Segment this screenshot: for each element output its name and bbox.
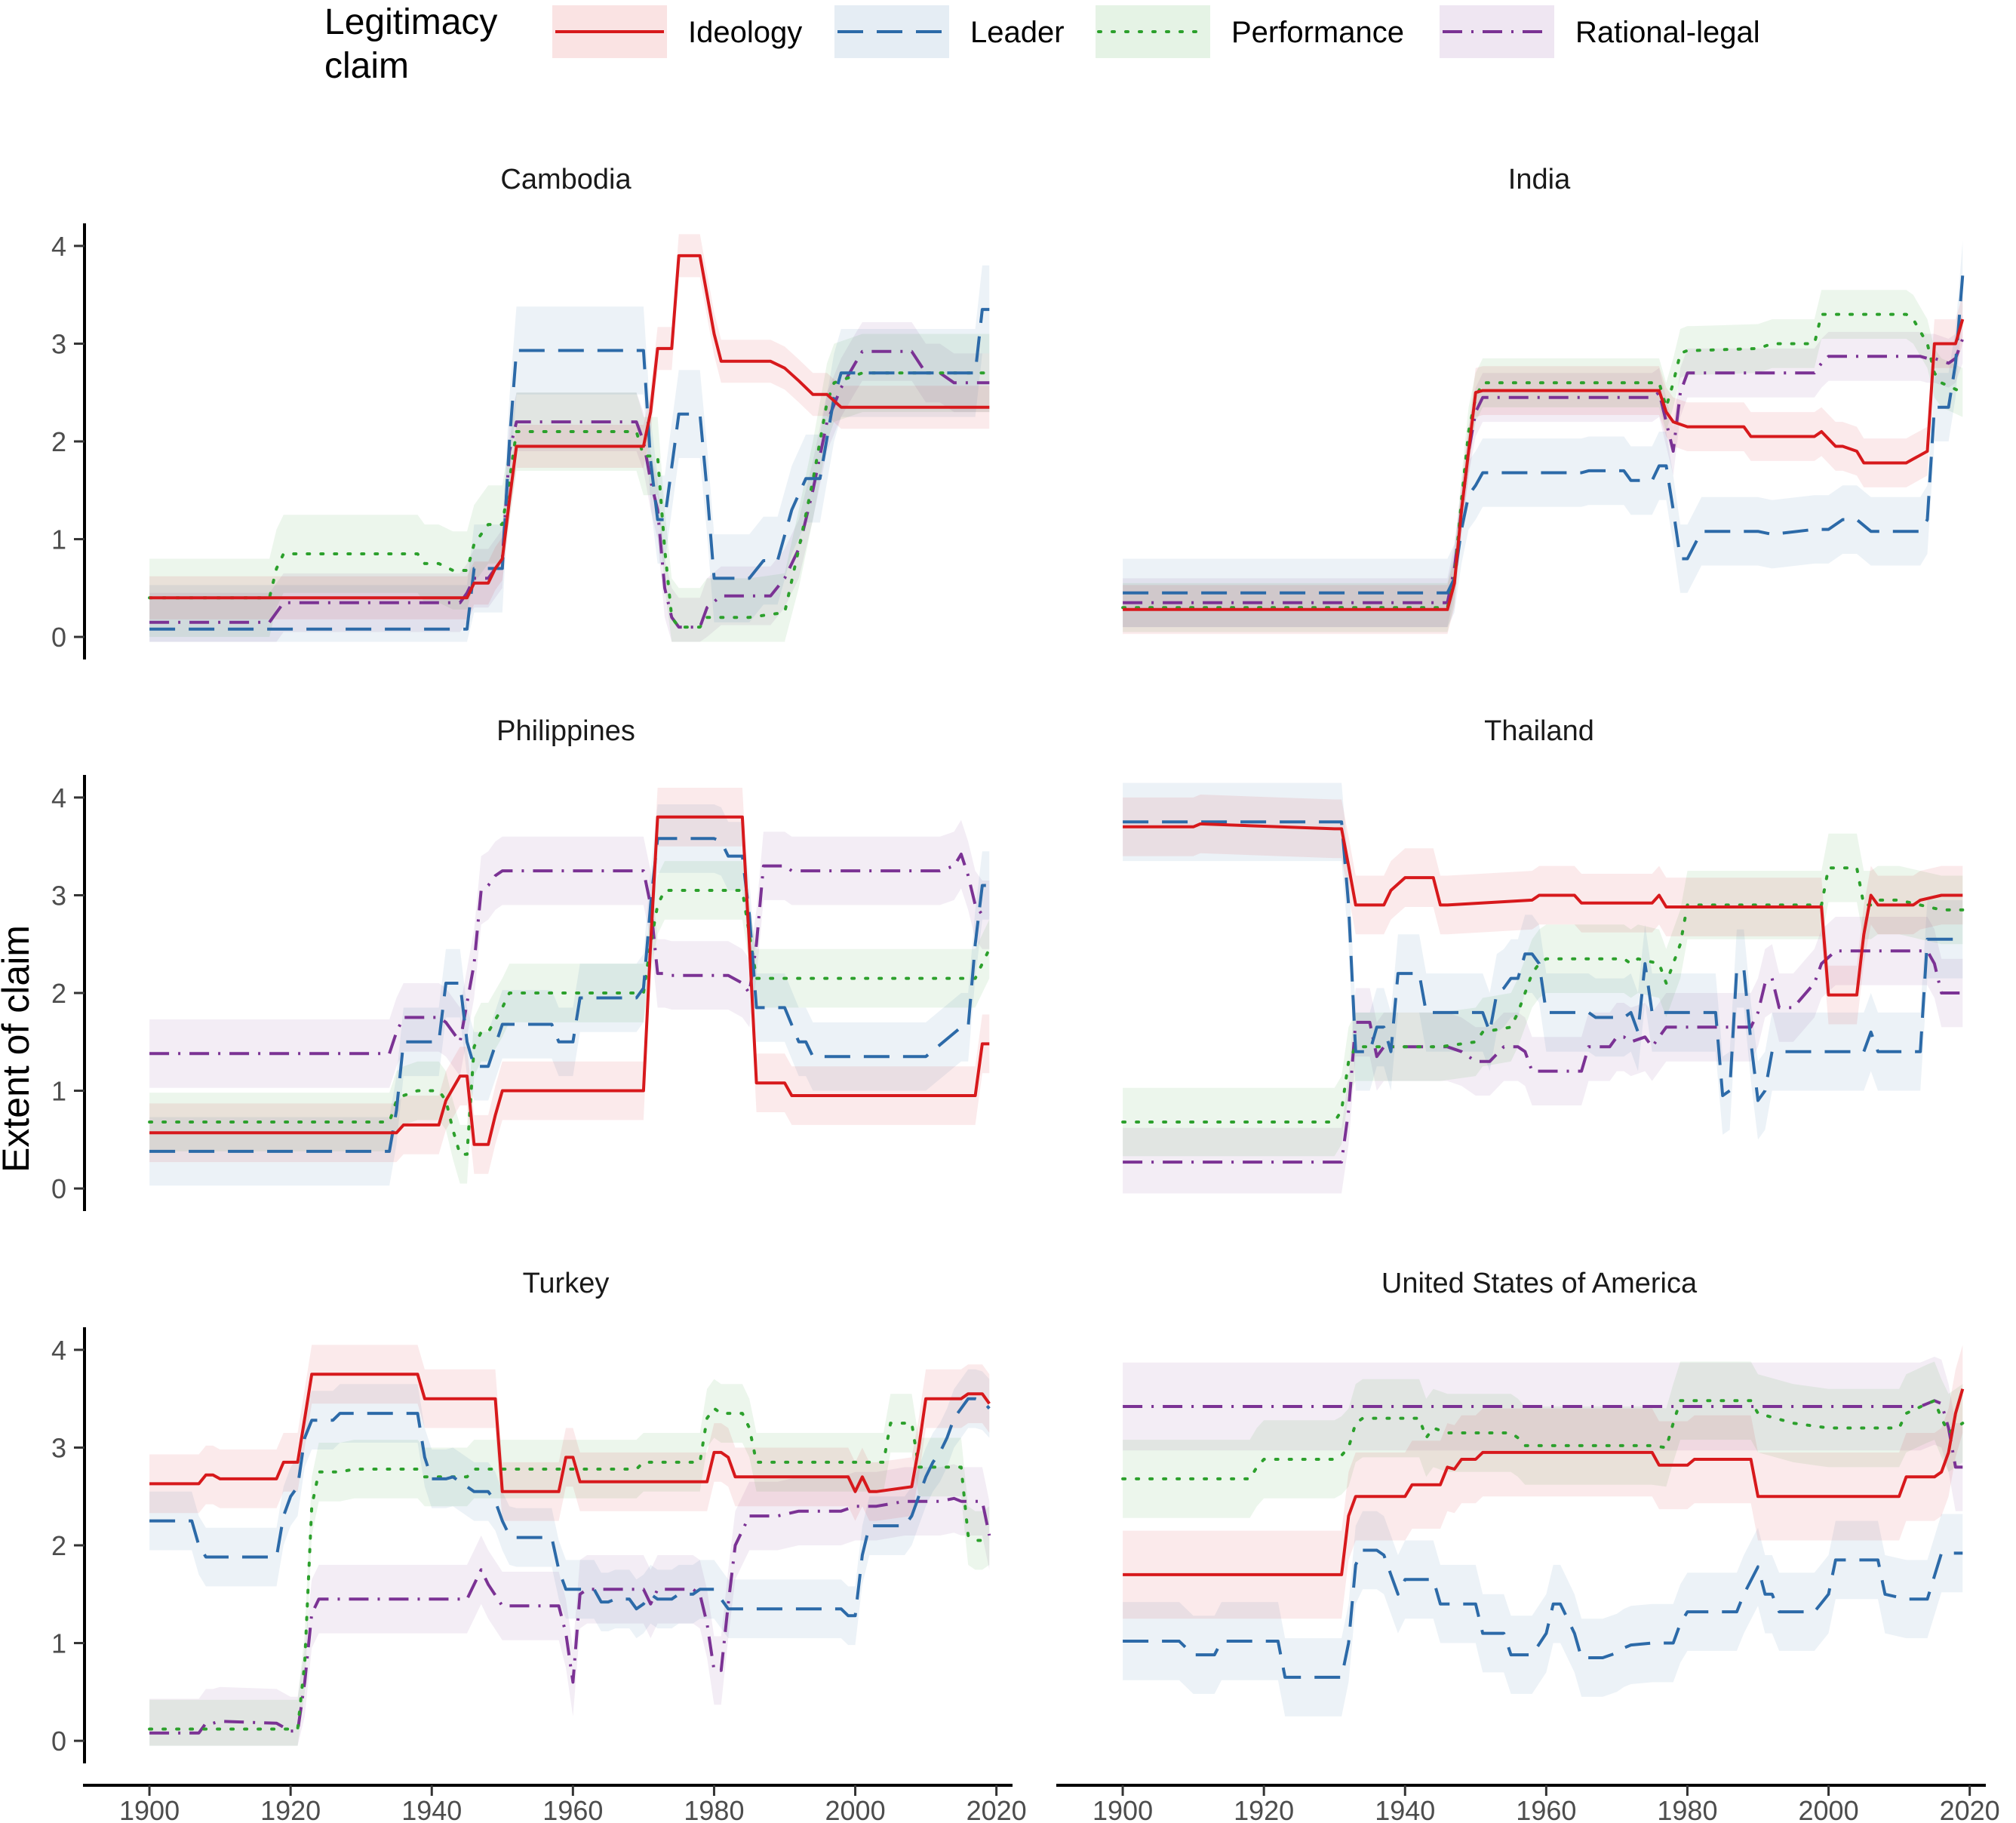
- band-leader: [149, 1369, 990, 1646]
- y-tick-label: 4: [51, 231, 66, 262]
- y-tick-label: 1: [51, 524, 66, 555]
- x-tick-label: 1920: [1234, 1795, 1294, 1823]
- series-line-leader: [149, 1397, 991, 1618]
- series-line-leader: [1123, 1548, 1963, 1679]
- band-ideology: [1123, 294, 1963, 635]
- series-line-ideology: [1123, 1388, 1965, 1576]
- x-tick-label: 1940: [1375, 1795, 1435, 1823]
- band-rational: [149, 322, 990, 642]
- series-line-ideology: [1123, 318, 1965, 611]
- y-axis: 0 1 2 3 4: [51, 1327, 86, 1763]
- x-tick-label: 1940: [401, 1795, 462, 1823]
- panel-title: Thailand: [1484, 715, 1594, 747]
- band-ideology: [1123, 1345, 1963, 1619]
- x-axis: 1900 1920 1940 1960 1980 2000 2020: [1056, 1784, 2000, 1823]
- x-tick-label: 1980: [1657, 1795, 1717, 1823]
- y-tick-label: 3: [51, 880, 66, 911]
- y-axis-title: Extent of claim: [0, 925, 37, 1173]
- legend-label: Performance: [1231, 16, 1404, 49]
- panel-title: Turkey: [523, 1268, 610, 1299]
- x-tick-label: 2000: [825, 1795, 886, 1823]
- x-tick-label: 1900: [1093, 1795, 1153, 1823]
- legend-item-ideology: Ideology: [552, 5, 802, 58]
- x-tick-label: 2020: [1940, 1795, 2000, 1823]
- legend-label: Rational-legal: [1575, 16, 1760, 49]
- band-ideology: [149, 234, 990, 619]
- band-rational: [1123, 314, 1963, 628]
- series-line-rational: [149, 349, 990, 629]
- legend-item-performance: Performance: [1096, 5, 1404, 58]
- series-line-leader: [1123, 275, 1965, 595]
- band-rational: [1123, 1357, 1963, 1511]
- panel-india: India: [1121, 164, 1965, 635]
- panel-cambodia: Cambodia 0 1 2 3 4: [51, 164, 991, 659]
- legend-item-rational: Rational-legal: [1440, 5, 1760, 58]
- x-tick-label: 1980: [684, 1795, 744, 1823]
- series-line-ideology: [149, 1373, 991, 1493]
- x-tick-label: 2020: [967, 1795, 1027, 1823]
- band-performance: [149, 334, 990, 642]
- series-line-leader: [149, 308, 990, 631]
- band-ideology: [149, 788, 990, 1174]
- legend-item-leader: Leader: [834, 5, 1065, 58]
- y-tick-label: 1: [51, 1076, 66, 1107]
- band-performance: [1123, 290, 1963, 632]
- band-leader: [149, 265, 990, 642]
- x-tick-label: 2000: [1799, 1795, 1859, 1823]
- x-tick-label: 1920: [260, 1795, 321, 1823]
- y-tick-label: 0: [51, 1173, 66, 1204]
- series-line-performance: [1121, 1399, 1965, 1480]
- y-tick-label: 3: [51, 328, 66, 359]
- y-tick-label: 3: [51, 1432, 66, 1463]
- y-tick-label: 2: [51, 978, 66, 1009]
- band-performance: [1123, 1361, 1963, 1518]
- legend-title: Legitimacy: [324, 2, 497, 42]
- y-tick-label: 2: [51, 426, 66, 457]
- series-line-rational: [149, 1496, 991, 1735]
- legend-label: Ideology: [688, 16, 802, 49]
- y-axis: 0 1 2 3 4: [51, 223, 86, 659]
- band-performance: [149, 1379, 990, 1746]
- band-ideology: [1123, 795, 1963, 1025]
- x-axis: 1900 1920 1940 1960 1980 2000 2020: [83, 1784, 1027, 1823]
- y-tick-label: 1: [51, 1628, 66, 1659]
- band-leader: [1123, 1511, 1963, 1717]
- band-performance: [149, 861, 990, 1184]
- panel-title: United States of America: [1381, 1268, 1698, 1299]
- series-line-leader: [149, 837, 990, 1153]
- panel-philippines: Philippines 0 1 2 3 4: [51, 715, 991, 1211]
- series-line-ideology: [1123, 822, 1963, 997]
- y-tick-label: 4: [51, 782, 66, 813]
- series-line-performance: [148, 889, 991, 1156]
- y-tick-label: 4: [51, 1335, 66, 1366]
- series-line-rational: [1123, 338, 1965, 604]
- series-line-ideology: [149, 815, 990, 1146]
- legend-title-line-2: claim: [324, 46, 409, 86]
- legend: Legitimacy claim Ideology Leader Performan…: [324, 2, 1760, 86]
- band-leader: [149, 804, 990, 1186]
- series-line-rational: [149, 853, 990, 1056]
- panel-thailand: Thailand: [1121, 715, 1965, 1194]
- panel-turkey: Turkey 0 1 2 3 4 1900 1920 1940 1960 1980 2000 2020: [51, 1268, 1027, 1823]
- y-tick-label: 2: [51, 1530, 66, 1561]
- series-line-ideology: [149, 254, 990, 600]
- x-tick-label: 1960: [542, 1795, 603, 1823]
- band-rational: [1123, 917, 1963, 1194]
- y-tick-label: 0: [51, 1726, 66, 1757]
- legend-label: Leader: [970, 16, 1065, 49]
- panel-title: Cambodia: [500, 164, 632, 195]
- y-axis: 0 1 2 3 4: [51, 775, 86, 1211]
- panel-title: Philippines: [496, 715, 635, 747]
- x-tick-label: 1900: [119, 1795, 180, 1823]
- series-line-leader: [1123, 820, 1963, 1102]
- band-rational: [149, 819, 990, 1088]
- series-line-performance: [1121, 866, 1965, 1124]
- series-line-performance: [148, 1406, 991, 1731]
- panel-title: India: [1508, 164, 1571, 195]
- y-tick-label: 0: [51, 622, 66, 653]
- panel-united-states-of-america: United States of America 1900 1920 1940 1960…: [1056, 1268, 2000, 1823]
- band-rational: [149, 1464, 990, 1746]
- x-tick-label: 1960: [1516, 1795, 1576, 1823]
